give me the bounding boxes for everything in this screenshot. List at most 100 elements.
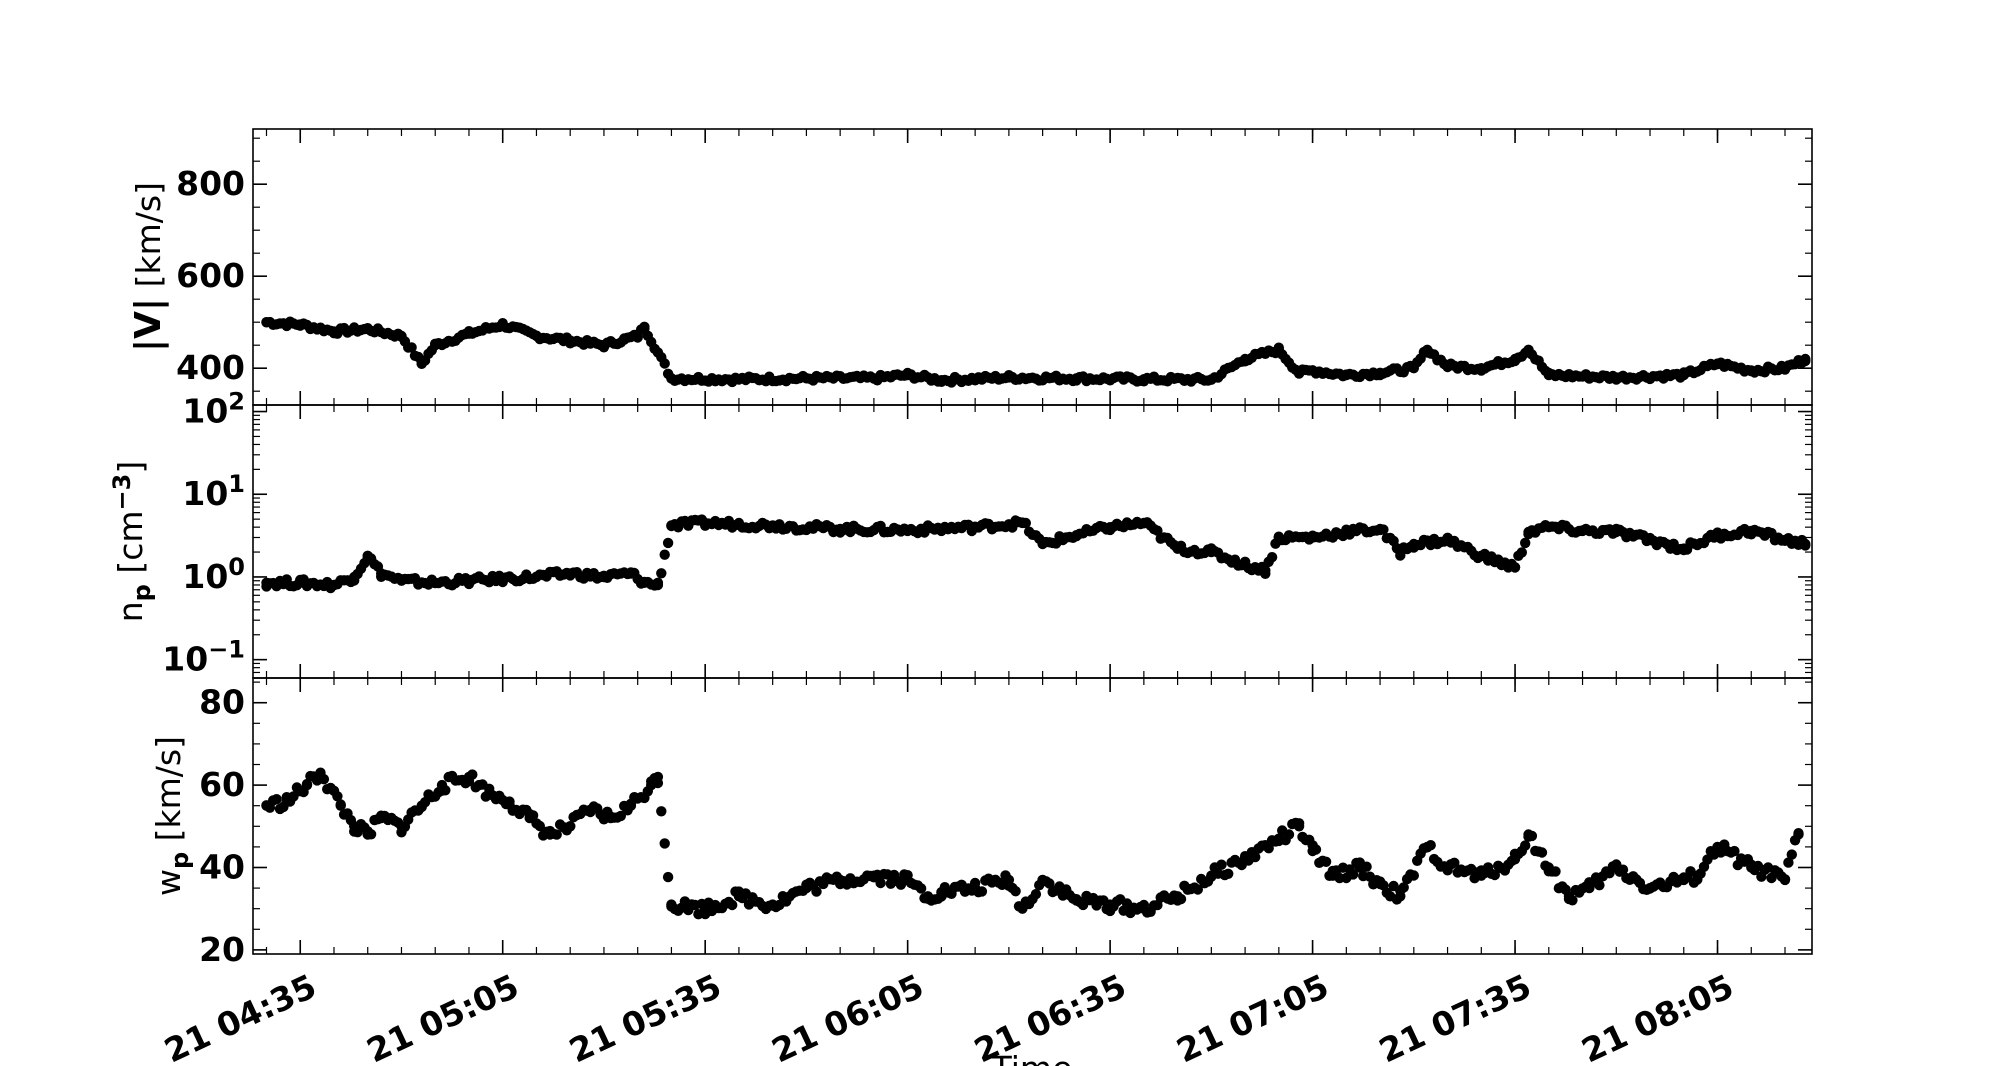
data-point [727, 899, 738, 911]
data-point [1223, 868, 1234, 879]
data-point [656, 806, 667, 817]
y-tick-label: 101 [182, 470, 245, 513]
data-point [1509, 353, 1521, 365]
data-point [875, 877, 886, 889]
data-point [1239, 559, 1251, 571]
data-point [662, 537, 674, 549]
data-point [666, 373, 677, 384]
data-point [1273, 532, 1285, 543]
data-point [733, 374, 745, 385]
data-point [1138, 517, 1150, 529]
data-point [1307, 365, 1318, 376]
data-point [1266, 552, 1278, 563]
data-point [1408, 870, 1420, 881]
data-point [1746, 525, 1757, 537]
data-point [652, 771, 664, 783]
data-point [868, 373, 880, 384]
data-point [544, 829, 556, 840]
data-point [659, 549, 670, 560]
data-point [1395, 891, 1406, 902]
data-point [1712, 530, 1723, 541]
x-tick-label: 21 04:35 [158, 966, 322, 1066]
data-point [915, 883, 927, 894]
data-point [1037, 874, 1048, 886]
data-point [1644, 882, 1656, 894]
data-point [406, 342, 417, 353]
data-point [922, 891, 934, 902]
data-point [295, 577, 306, 588]
x-axis-label: Time [991, 1049, 1073, 1066]
data-point [463, 575, 475, 586]
data-point [1408, 538, 1420, 550]
data-point [1800, 353, 1811, 365]
data-point [328, 326, 340, 337]
x-tick-label: 21 06:05 [766, 966, 930, 1066]
data-point [1283, 829, 1295, 840]
data-point [430, 577, 441, 588]
x-tick-label: 21 07:05 [1171, 966, 1335, 1066]
data-point [1172, 891, 1183, 902]
data-point [416, 358, 427, 369]
data-point [1273, 344, 1285, 355]
data-point [315, 767, 326, 778]
data-point [1779, 874, 1791, 886]
data-point [1017, 903, 1028, 914]
data-point [659, 358, 670, 369]
data-point [1543, 862, 1555, 873]
data-point [1250, 851, 1261, 863]
data-point [328, 579, 340, 591]
data-point [1206, 870, 1217, 881]
data-point [1644, 534, 1656, 546]
data-point [700, 517, 711, 529]
data-point [801, 373, 812, 384]
panel-2: 10−1 100 101 102 np [cm−3] [108, 388, 1813, 679]
data-point [1374, 523, 1386, 535]
data-point [625, 568, 637, 579]
data-point [1341, 526, 1352, 538]
data-point [1003, 874, 1015, 886]
x-tick-label: 21 05:35 [563, 966, 727, 1066]
data-point [1216, 859, 1227, 870]
data-point [1293, 367, 1305, 378]
data-point [700, 903, 711, 914]
data-point [811, 886, 822, 897]
y-tick-label: 10−1 [162, 636, 245, 679]
data-point [1030, 889, 1042, 900]
data-point [362, 323, 373, 335]
data-point [666, 899, 677, 910]
data-point [656, 568, 667, 579]
data-point [767, 899, 778, 910]
data-point [1374, 367, 1386, 378]
data-point [1307, 845, 1318, 857]
y-tick-label: 80 [199, 683, 245, 722]
data-point [1037, 538, 1048, 550]
data-point [1003, 372, 1015, 383]
data-point [598, 340, 610, 351]
data-point [1678, 874, 1690, 886]
data-point [767, 520, 778, 531]
data-point [332, 791, 343, 802]
data-point [1543, 369, 1555, 381]
data-point [1779, 363, 1791, 374]
data-point [733, 891, 745, 902]
y-tick-label: 400 [176, 348, 245, 387]
data-point [497, 573, 508, 584]
data-point [376, 568, 387, 579]
data-point [504, 796, 515, 807]
data-point [295, 319, 306, 330]
data-point [1611, 862, 1622, 873]
data-point [524, 812, 535, 824]
data-point [1395, 546, 1406, 558]
panel-1: 400 600 800|V| [km/s] [128, 128, 1813, 406]
data-point [261, 577, 272, 588]
data-point [1341, 369, 1352, 381]
data-point [376, 812, 387, 824]
plot-frame [252, 404, 1813, 679]
data-point [1263, 843, 1274, 854]
data-point [565, 568, 576, 579]
data-point [1746, 365, 1757, 376]
data-point [1104, 522, 1116, 533]
data-point [1422, 344, 1433, 355]
